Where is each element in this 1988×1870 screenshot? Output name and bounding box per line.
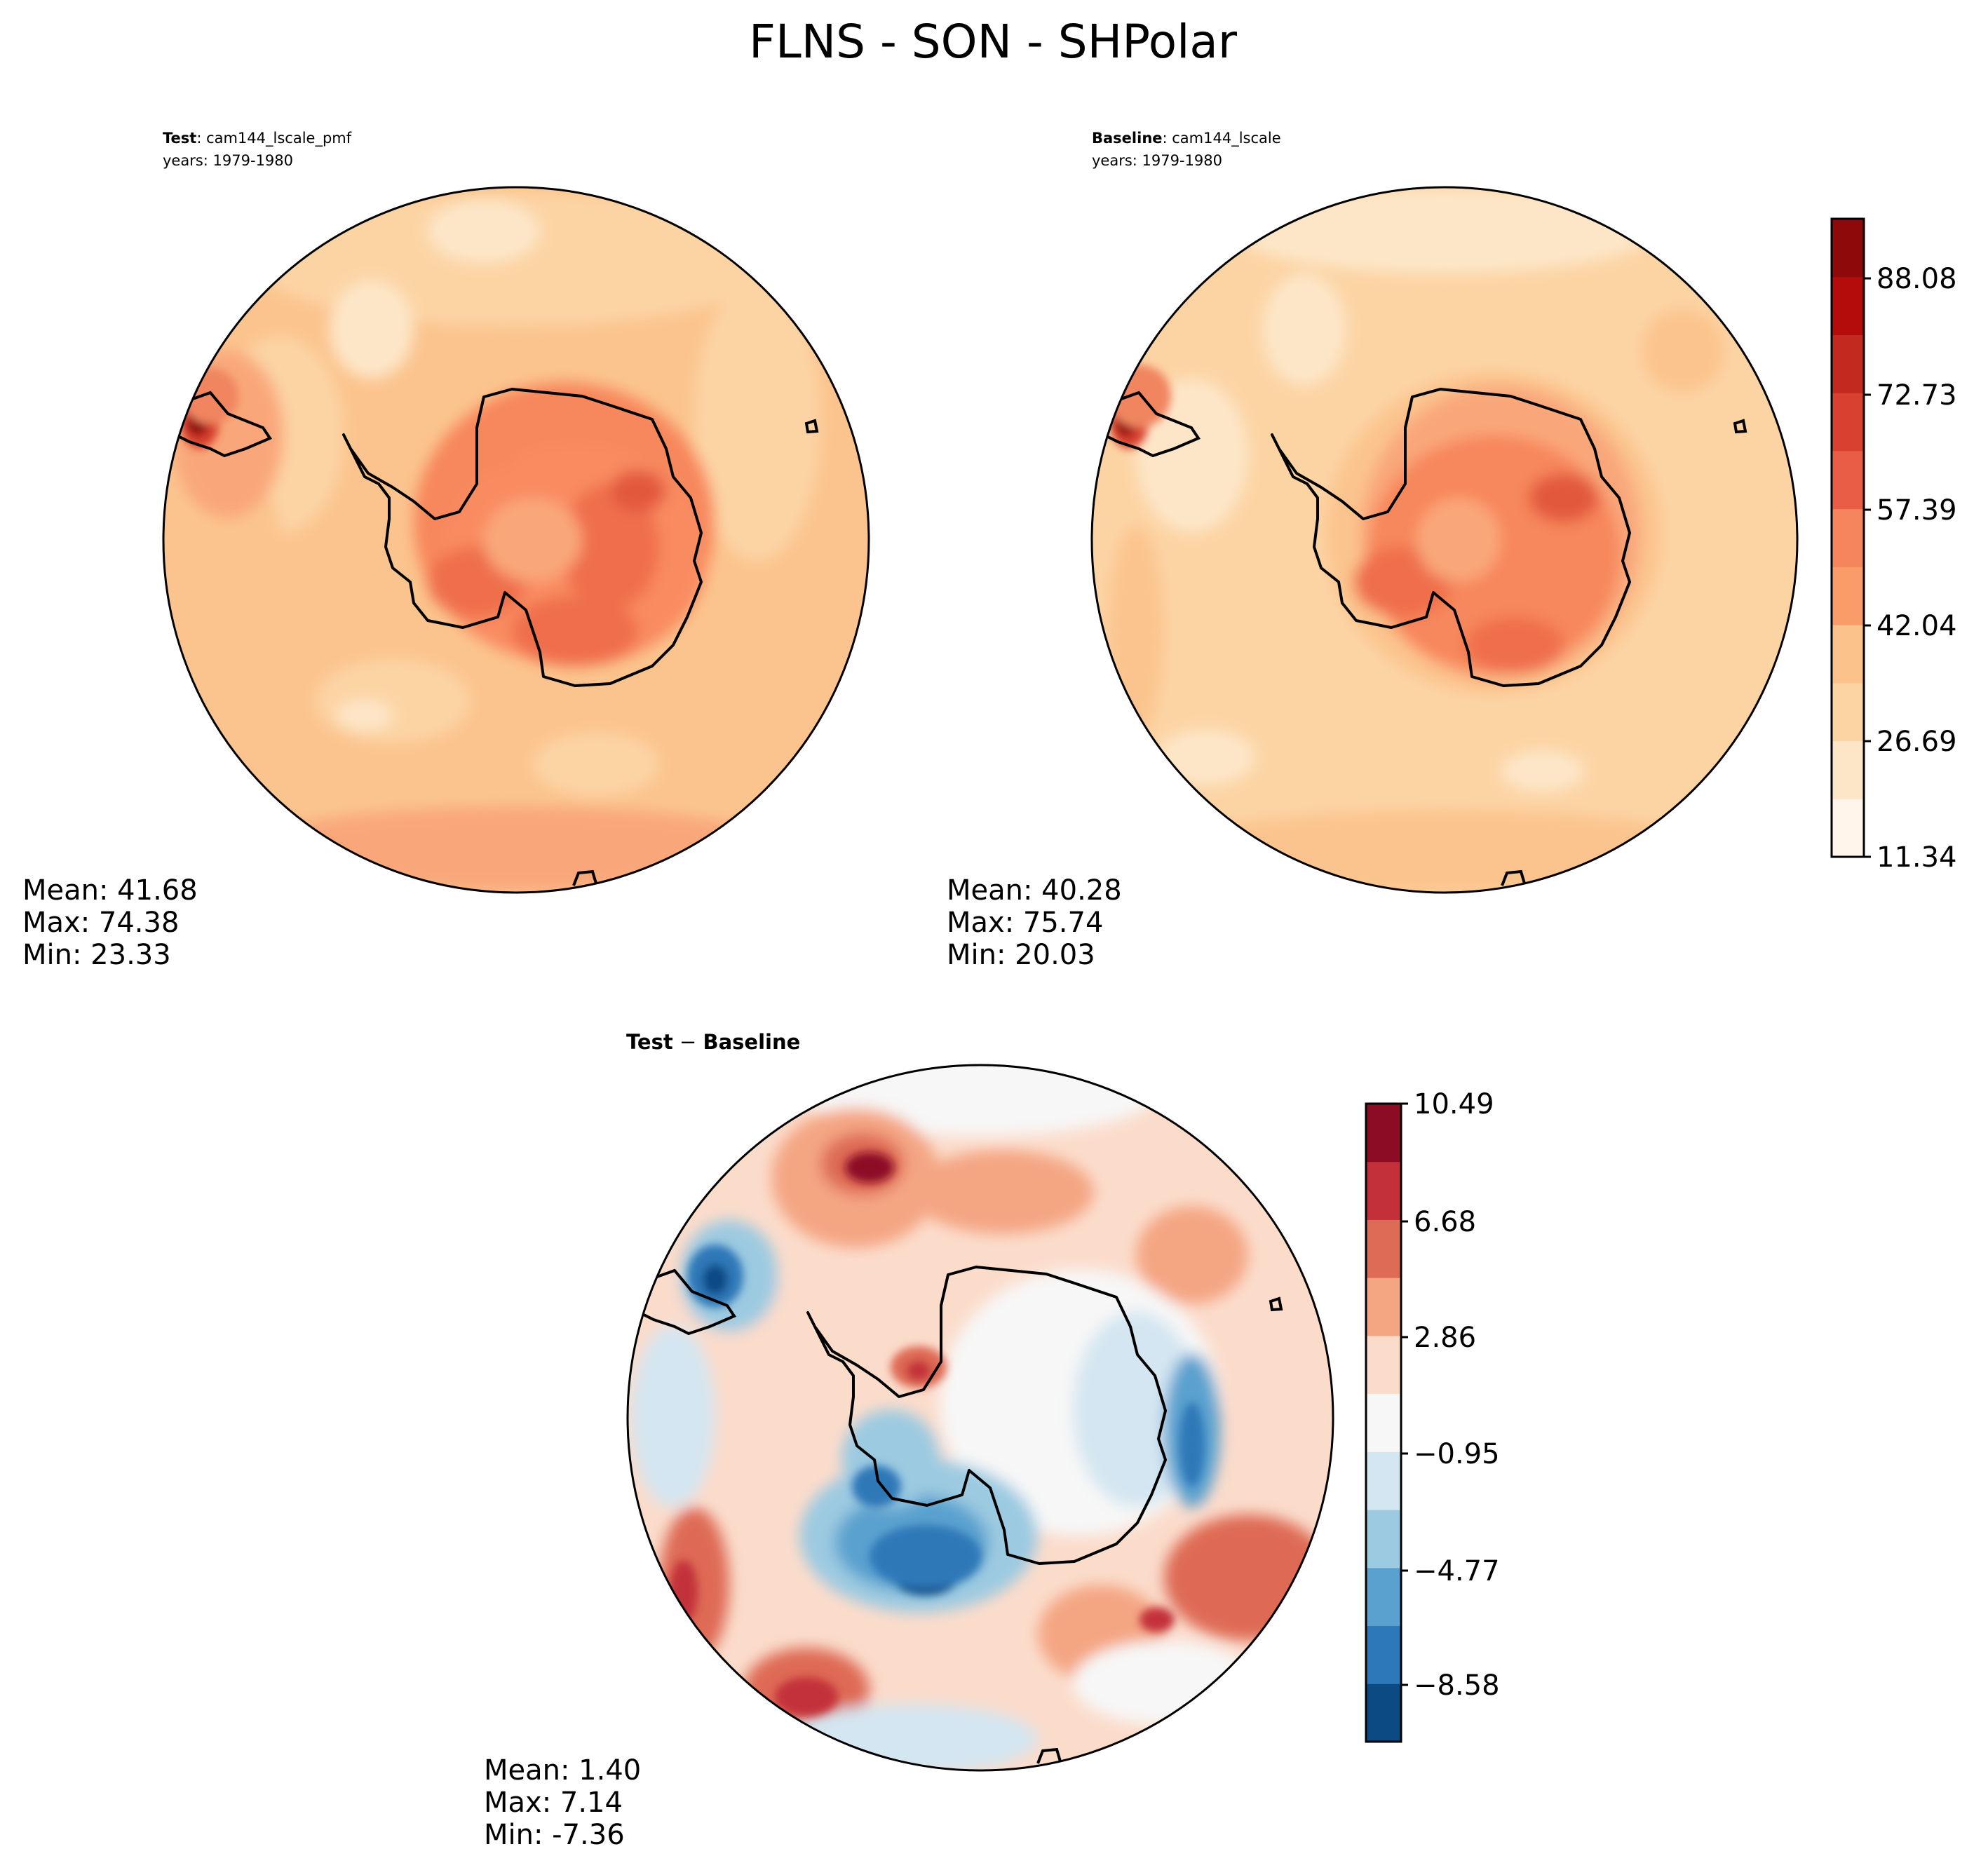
test-australia [572,869,597,886]
baseline-colorbar-tick-label: 42.04 [1877,610,1957,642]
test-label: Test: cam144_lscale_pmf [163,130,352,147]
baseline-australia [1501,869,1526,886]
difference-colorbar-segment [1366,1335,1401,1395]
difference-colorbar-tick-label: 10.49 [1414,1088,1494,1120]
difference-colorbar-segment [1366,1161,1401,1220]
baseline-colorbar-tick-label: 57.39 [1877,494,1957,527]
baseline-colorbar-segment [1832,567,1864,625]
test-label-bold: Test [163,130,196,147]
baseline-map [1092,187,1797,893]
baseline-south-america [1102,391,1201,458]
difference-colorbar-tick-label: −8.58 [1414,1669,1500,1702]
baseline-coastline [1271,388,1631,687]
difference-south-america [637,1268,736,1336]
baseline-colorbar: 88.08 72.73 57.39 42.04 26.69 11.34 [1830,217,1957,874]
difference-map-boundary [626,1064,1334,1772]
difference-island [1269,1296,1283,1312]
panel-test: Test: cam144_lscale_pmf years: 1979-1980 [22,130,870,971]
baseline-colorbar-segment [1832,450,1864,510]
difference-colorbar: 10.49 6.68 2.86 −0.95 −4.77 −8.58 [1365,1088,1500,1743]
diff-label: Test − Baseline [626,1030,800,1054]
difference-colorbar-segment [1366,1567,1401,1627]
test-map-boundary [162,186,870,894]
baseline-colorbar-tick-label: 26.69 [1877,726,1957,758]
diff-label-minus: − [673,1030,703,1054]
difference-colorbar-segment [1366,1451,1401,1510]
baseline-colorbar-tick-label: 88.08 [1877,263,1957,295]
baseline-colorbar-segment [1832,508,1864,567]
baseline-colorbar-segment [1832,799,1864,858]
test-max: Max: 74.38 [22,907,179,939]
difference-colorbar-segment [1366,1104,1401,1163]
baseline-colorbar-tick-label: 72.73 [1877,379,1957,412]
diff-label-test: Test [626,1030,673,1054]
baseline-label-case: : cam144_lscale [1163,130,1281,147]
baseline-colorbar-tick-label: 11.34 [1877,841,1957,874]
difference-colorbar-segment [1366,1625,1401,1684]
difference-colorbar-tick-label: −0.95 [1414,1438,1500,1470]
difference-colorbar-segment [1366,1683,1401,1742]
diff-mean: Mean: 1.40 [484,1754,641,1787]
diff-label-baseline: Baseline [703,1030,800,1054]
test-mean: Mean: 41.68 [22,874,198,907]
test-map [163,187,869,893]
baseline-label-bold: Baseline [1092,130,1163,147]
baseline-max: Max: 75.74 [947,907,1103,939]
test-years: years: 1979-1980 [163,152,293,169]
baseline-colorbar-segment [1832,393,1864,452]
difference-colorbar-segment [1366,1219,1401,1278]
figure-title: FLNS - SON - SHPolar [749,15,1238,69]
baseline-colorbar-segment [1832,219,1864,278]
baseline-colorbar-segment [1832,740,1864,799]
baseline-colorbar-segment [1832,276,1864,335]
baseline-label: Baseline: cam144_lscale [1092,130,1281,147]
baseline-years: years: 1979-1980 [1092,152,1222,169]
difference-coastline [806,1266,1167,1565]
difference-colorbar-segment [1366,1393,1401,1452]
baseline-colorbar-border [1830,217,1865,858]
diff-min: Min: -7.36 [484,1819,625,1851]
test-label-case: : cam144_lscale_pmf [196,130,351,147]
difference-colorbar-tick-label: −4.77 [1414,1555,1500,1587]
test-south-america [173,391,272,458]
panel-difference: Test − Baseline [484,1030,1500,1851]
difference-colorbar-segment [1366,1510,1401,1569]
test-coastline [342,388,703,687]
baseline-map-boundary [1090,186,1799,894]
difference-map [628,1065,1333,1770]
test-island [804,419,819,434]
difference-australia [1036,1747,1062,1764]
difference-colorbar-segment [1366,1278,1401,1336]
baseline-colorbar-segment [1832,625,1864,684]
baseline-colorbar-segment [1832,334,1864,393]
difference-colorbar-tick-label: 6.68 [1414,1206,1476,1238]
baseline-mean: Mean: 40.28 [947,874,1122,907]
diff-max: Max: 7.14 [484,1787,623,1819]
baseline-colorbar-segment [1832,682,1864,742]
difference-colorbar-tick-label: 2.86 [1414,1322,1476,1354]
difference-colorbar-border [1365,1102,1402,1743]
test-min: Min: 23.33 [22,939,171,971]
baseline-island [1733,419,1747,434]
baseline-min: Min: 20.03 [947,939,1095,971]
panel-baseline: Baseline: cam144_lscale years: 1979-1980 [947,130,1957,971]
